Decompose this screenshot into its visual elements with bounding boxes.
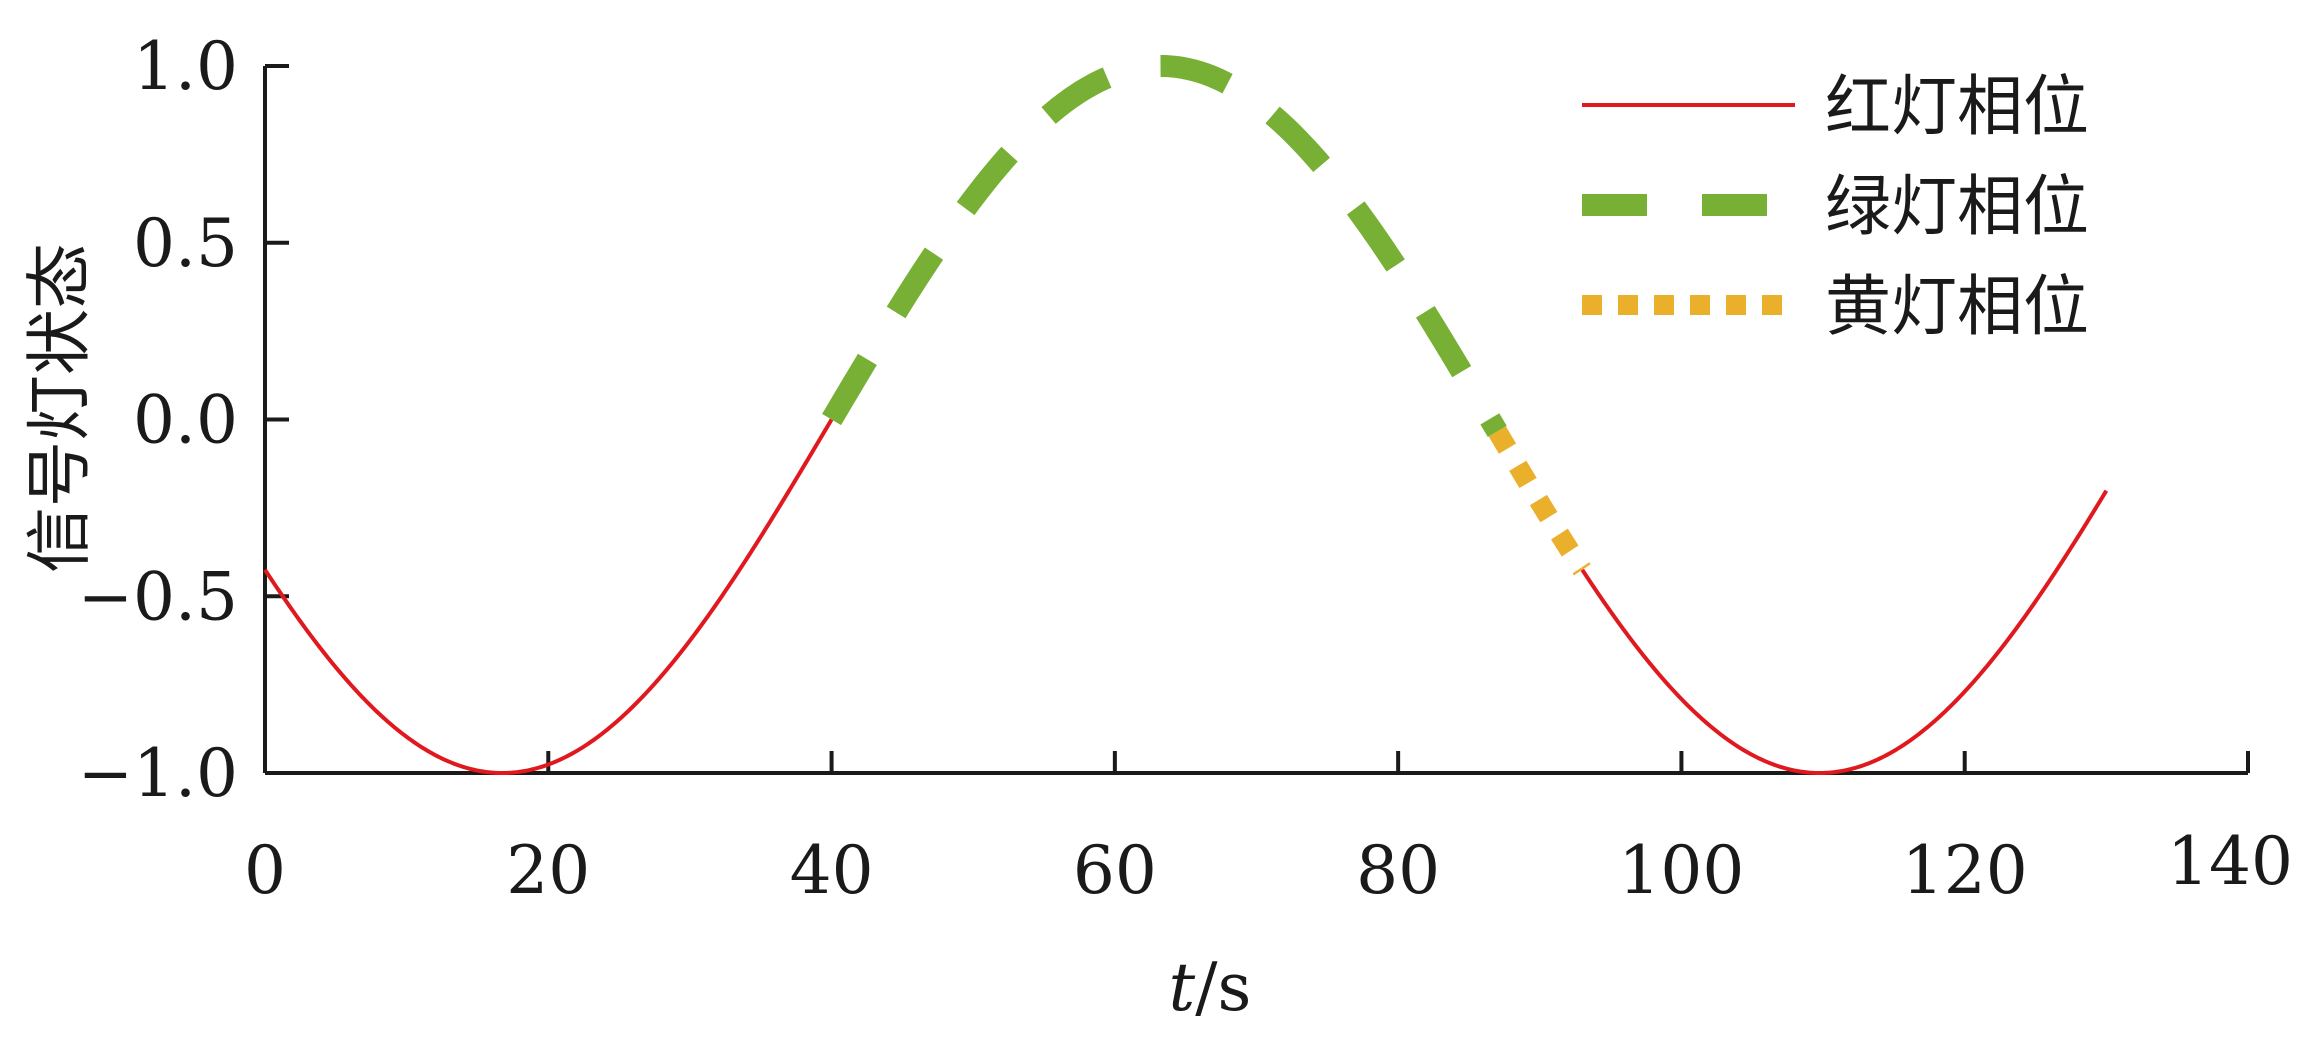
x-axis-ticks: 0 20 40 60 80 100 120 140: [244, 751, 2293, 909]
y-tick-label: −1.0: [78, 735, 238, 812]
x-tick-label: 140: [2167, 823, 2293, 900]
series-line-solid: [263, 418, 834, 775]
x-axis-title-variable: t: [1169, 949, 1196, 1026]
series-line-dotted: [1487, 422, 1592, 580]
legend-label: 黄灯相位: [1825, 268, 2089, 345]
x-tick-label: 60: [1073, 832, 1157, 909]
y-axis-title: 信号灯状态: [21, 243, 98, 573]
legend-label: 红灯相位: [1825, 68, 2089, 145]
y-tick-label: −0.5: [78, 558, 238, 635]
x-axis-title-unit: /s: [1195, 949, 1251, 1026]
series-line-solid: [1580, 489, 2109, 775]
series-line-dashed: [822, 55, 1507, 438]
x-tick-label: 100: [1618, 832, 1744, 909]
x-tick-label: 40: [790, 832, 874, 909]
y-axis-ticks: −1.0 −0.5 0.0 0.5 1.0: [78, 28, 289, 812]
y-tick-label: 0.5: [133, 205, 238, 282]
x-tick-label: 120: [1902, 832, 2028, 909]
x-tick-label: 80: [1356, 832, 1440, 909]
y-tick-label: 0.0: [133, 382, 238, 459]
y-tick-label: 1.0: [133, 28, 238, 105]
legend-label: 绿灯相位: [1825, 168, 2089, 245]
x-axis-title: t/s: [1169, 949, 1252, 1026]
x-tick-label: 0: [244, 832, 286, 909]
series-lines: [263, 55, 2109, 775]
x-tick-label: 20: [506, 832, 590, 909]
